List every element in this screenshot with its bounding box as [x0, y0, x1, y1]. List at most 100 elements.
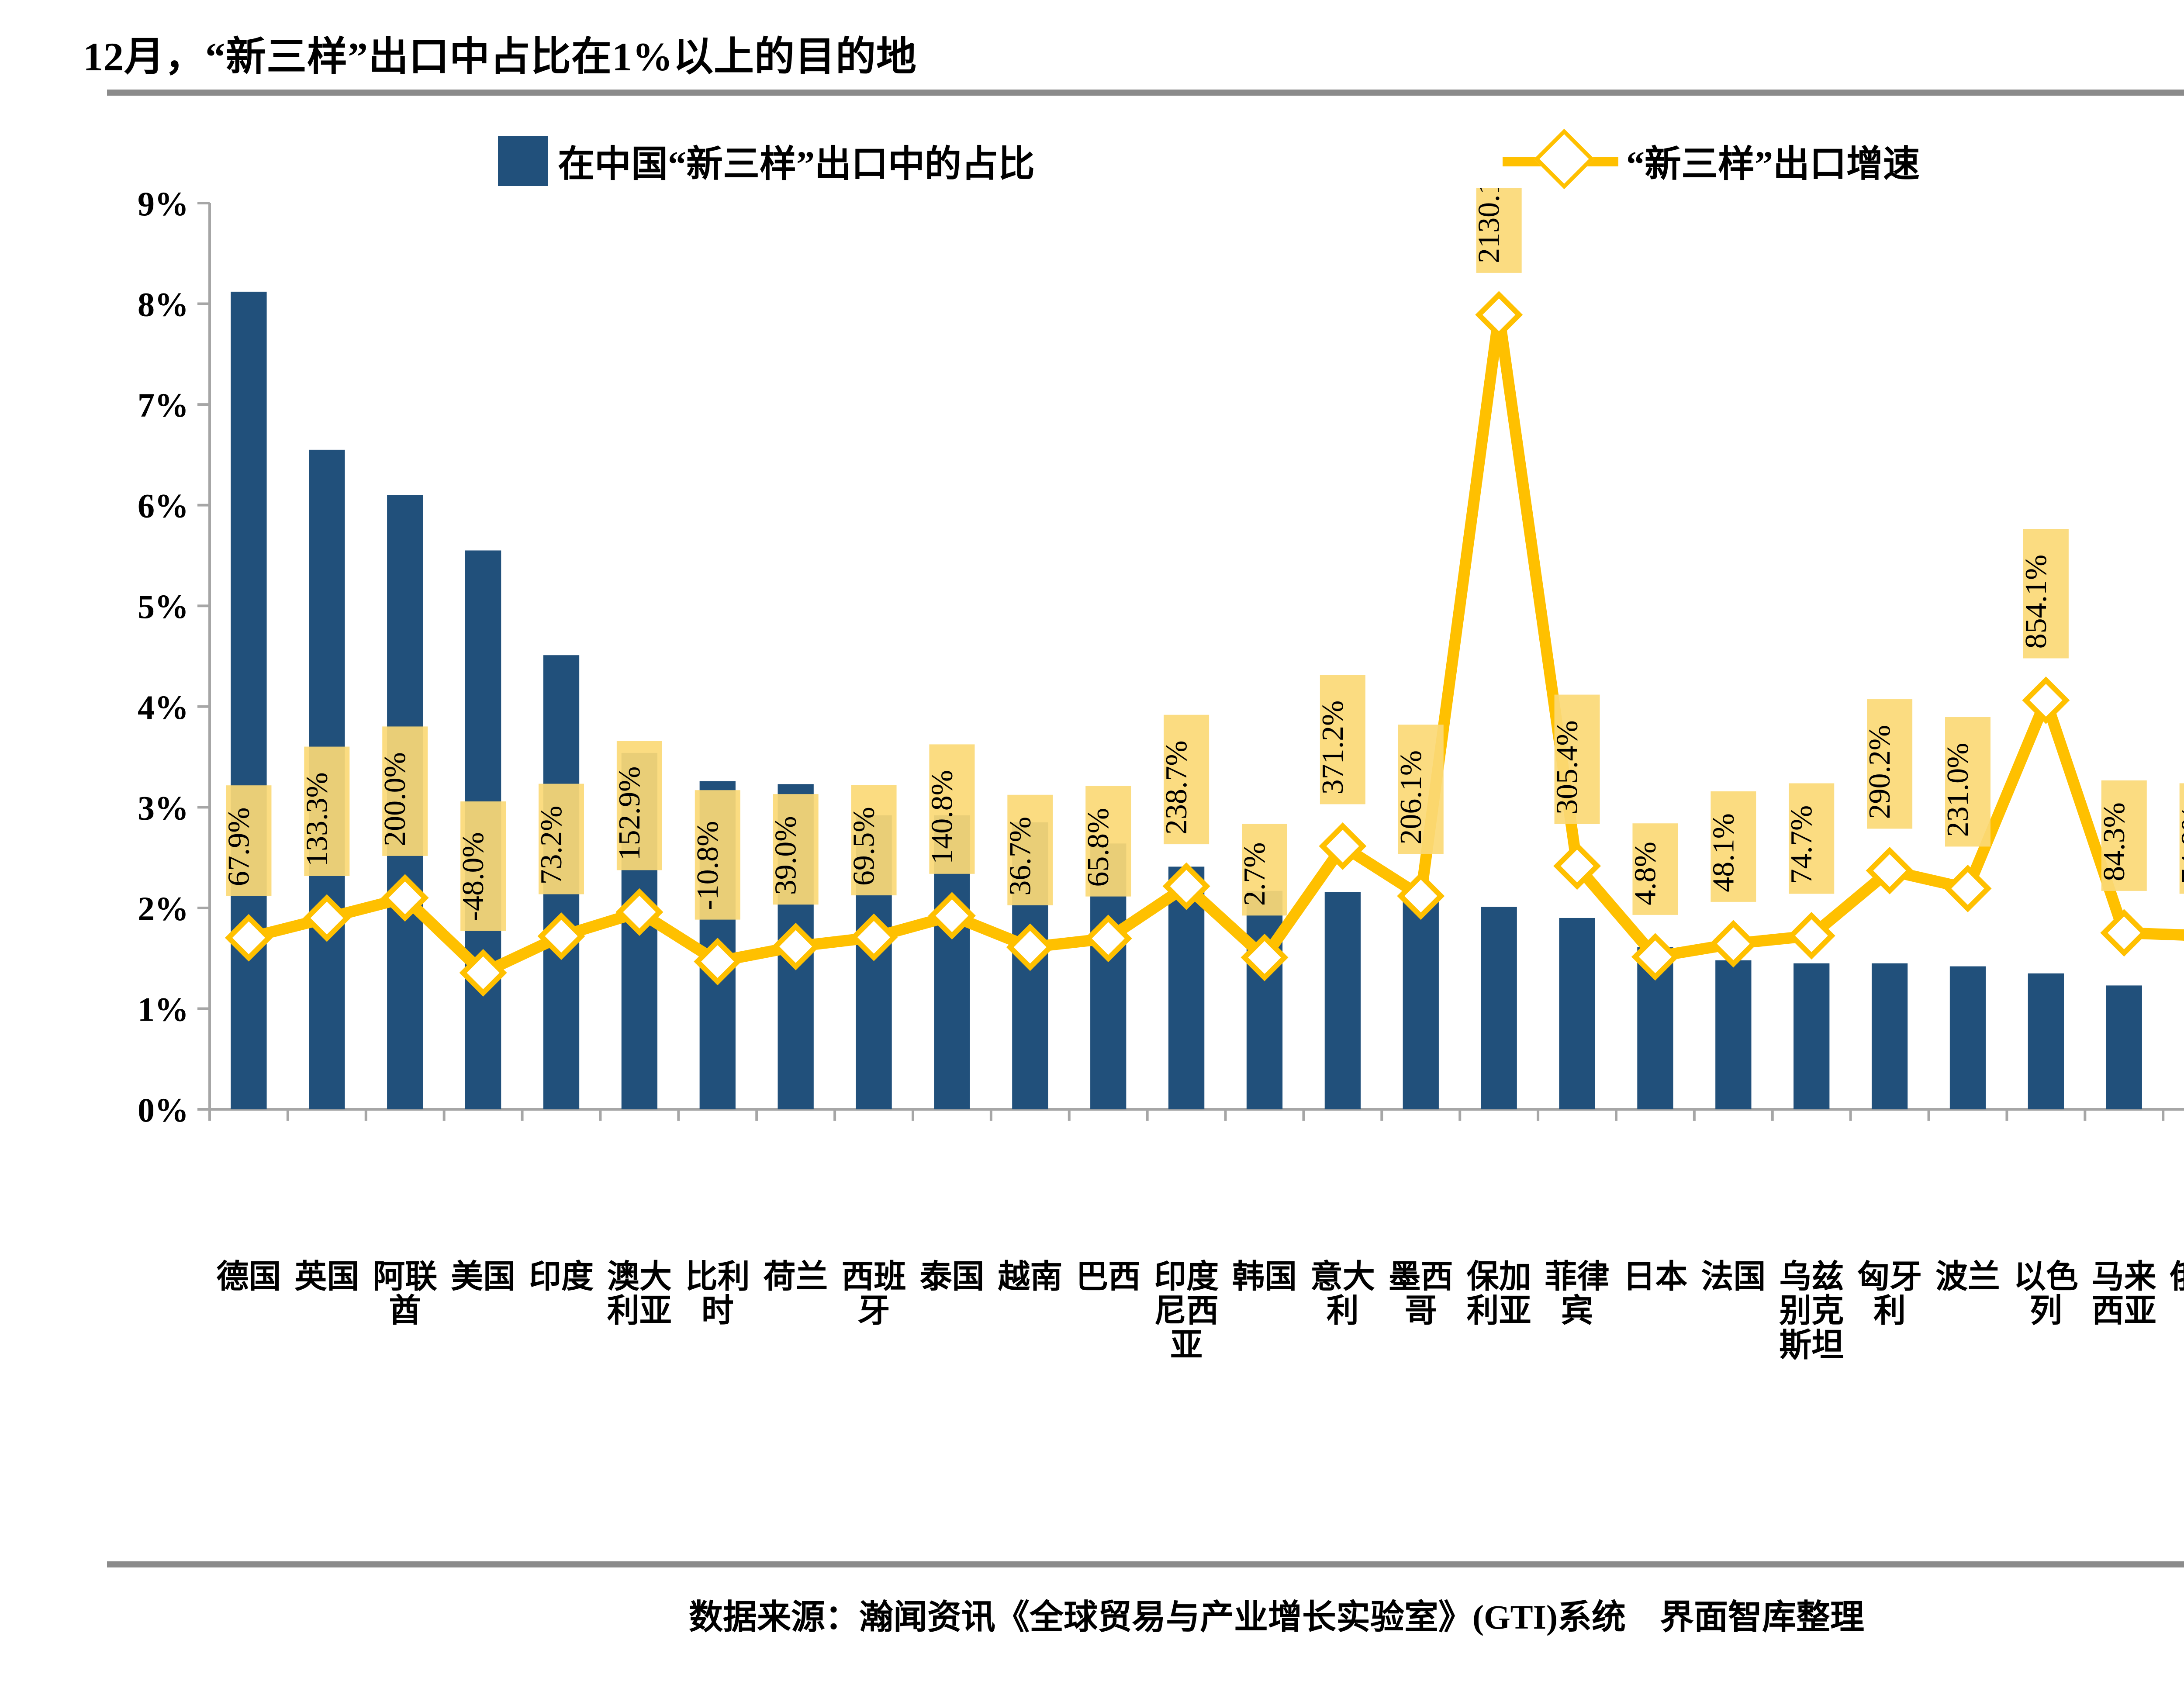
data-label-box	[695, 790, 740, 920]
x-axis-category-label: 印度尼西亚	[1154, 1259, 1219, 1364]
left-axis-tick-label: 0%	[138, 1091, 189, 1129]
data-label-text: 305.4%	[1551, 720, 1584, 815]
data-label-group: 133.3%	[300, 746, 350, 876]
data-label-group: 231.0%	[1941, 717, 1990, 847]
line-data-marker	[1084, 915, 1132, 963]
left-axis-tick-label: 4%	[138, 688, 189, 726]
x-axis-category-label: 德国	[216, 1259, 281, 1295]
data-label-text: 39.0%	[769, 816, 803, 895]
line-data-marker	[1787, 912, 1835, 960]
data-label-group: 140.8%	[925, 744, 975, 874]
data-label-text: 290.2%	[1863, 725, 1897, 819]
data-label-text: 238.7%	[1160, 740, 1193, 835]
line-data-marker	[459, 949, 507, 997]
left-axis-tick-label: 5%	[138, 587, 189, 625]
x-axis-category-label: 法国	[1701, 1259, 1766, 1295]
data-label-group: 2130.1%	[1472, 188, 1522, 273]
line-data-marker	[537, 912, 585, 960]
data-label-text: 69.5%	[847, 807, 881, 886]
source-note: 数据来源：瀚闻资讯《全球贸易与产业增长实验室》(GTI)系统 界面智库整理	[688, 1598, 1864, 1636]
data-label-box	[1867, 699, 1913, 829]
chart-svg: 0%1%2%3%4%5%6%7%8%9%-500%0%500%1000%1500…	[138, 188, 2184, 1129]
x-axis-category-label: 波兰	[1935, 1259, 2000, 1295]
data-label-group: 2.7%	[1238, 824, 1287, 916]
data-label-group: 84.3%	[2098, 780, 2147, 891]
data-label-box	[1164, 715, 1209, 845]
data-label-text: 200.0%	[378, 752, 412, 846]
bar-column	[2028, 973, 2064, 1109]
line-data-marker	[850, 913, 898, 961]
line-data-marker	[1866, 846, 1914, 894]
data-label-group: 69.5%	[847, 785, 897, 896]
left-axis-tick-label: 9%	[138, 188, 189, 223]
line-data-marker	[1241, 933, 1289, 981]
x-axis-category-label: 日本	[1623, 1259, 1688, 1295]
data-label-box	[1711, 791, 1756, 902]
data-label-group: 854.1%	[2019, 529, 2069, 659]
data-label-text: 65.8%	[1082, 808, 1115, 887]
bar-column	[1324, 892, 1361, 1109]
bar-column	[1481, 907, 1517, 1109]
data-label-text: -48.0%	[456, 832, 490, 921]
data-label-text: 67.9%	[222, 807, 256, 886]
data-label-text: 152.9%	[613, 766, 646, 861]
data-label-group: 238.7%	[1160, 715, 1209, 845]
x-axis-category-label: 比利时	[685, 1259, 750, 1329]
line-data-marker	[1553, 842, 1601, 890]
data-label-group: -10.8%	[691, 790, 740, 920]
plot-area: 0%1%2%3%4%5%6%7%8%9%-500%0%500%1000%1500…	[0, 188, 2184, 1280]
data-label-box	[1398, 725, 1444, 854]
legend-item-bar-series: 在中国“新三样”出口中的占比	[498, 135, 1035, 187]
data-label-box	[1007, 794, 1053, 905]
data-label-group: 305.4%	[1551, 694, 1600, 824]
bar-column	[231, 291, 267, 1109]
line-data-marker	[1162, 862, 1210, 910]
data-label-text: 4.8%	[1628, 842, 1662, 905]
data-label-group: 371.2%	[1316, 675, 1365, 804]
line-data-marker	[2022, 676, 2070, 724]
bar-column	[1559, 918, 1595, 1109]
legend-label-line: “新三样”出口增速	[1626, 144, 1920, 185]
line-data-marker	[381, 874, 429, 922]
bar-column	[1871, 963, 1908, 1109]
data-label-text: 84.3%	[2098, 802, 2131, 881]
data-label-group: 36.7%	[1003, 794, 1053, 905]
bar-column	[1715, 960, 1752, 1109]
data-label-text: 36.7%	[1003, 817, 1037, 896]
x-axis-category-label: 澳大利亚	[607, 1259, 672, 1329]
x-axis-category-label: 泰国	[919, 1259, 985, 1295]
data-label-group: 39.0%	[769, 794, 819, 905]
line-data-marker	[1944, 864, 1992, 912]
data-label-box	[2023, 529, 2069, 659]
data-label-text: 74.8%	[2176, 805, 2184, 884]
data-label-box	[226, 785, 272, 896]
data-label-box	[616, 741, 662, 870]
x-axis-category-label: 巴西	[1076, 1259, 1141, 1295]
x-axis-category-label: 保加利亚	[1466, 1259, 1531, 1329]
data-label-box	[382, 726, 428, 856]
data-label-group: 48.1%	[1707, 791, 1756, 902]
data-label-box	[1554, 694, 1600, 824]
data-label-group: 65.8%	[1082, 786, 1131, 897]
line-data-marker	[615, 888, 663, 936]
data-label-box	[1789, 783, 1835, 894]
left-axis-tick-label: 2%	[138, 890, 189, 928]
bar-swatch-icon	[498, 136, 548, 186]
data-label-box	[851, 785, 897, 896]
line-data-marker	[694, 938, 742, 986]
data-label-box	[460, 801, 506, 931]
left-axis-tick-label: 8%	[138, 286, 189, 324]
bar-column	[1246, 891, 1283, 1109]
data-label-text: 2.7%	[1238, 842, 1272, 906]
title-area: 12月，“新三样”出口中占比在1%以上的目的地	[0, 24, 2184, 79]
data-label-group: 290.2%	[1863, 699, 1913, 829]
x-axis-category-label: 越南	[998, 1259, 1063, 1295]
data-label-box	[1320, 675, 1365, 804]
data-label-text: 48.1%	[1707, 813, 1740, 892]
line-diamond-marker-icon	[1503, 128, 1618, 190]
line-data-marker	[225, 914, 273, 962]
data-label-group: -48.0%	[456, 801, 506, 931]
x-axis-category-label: 墨西哥	[1388, 1259, 1453, 1329]
legend-label-bar: 在中国“新三样”出口中的占比	[558, 144, 1035, 185]
